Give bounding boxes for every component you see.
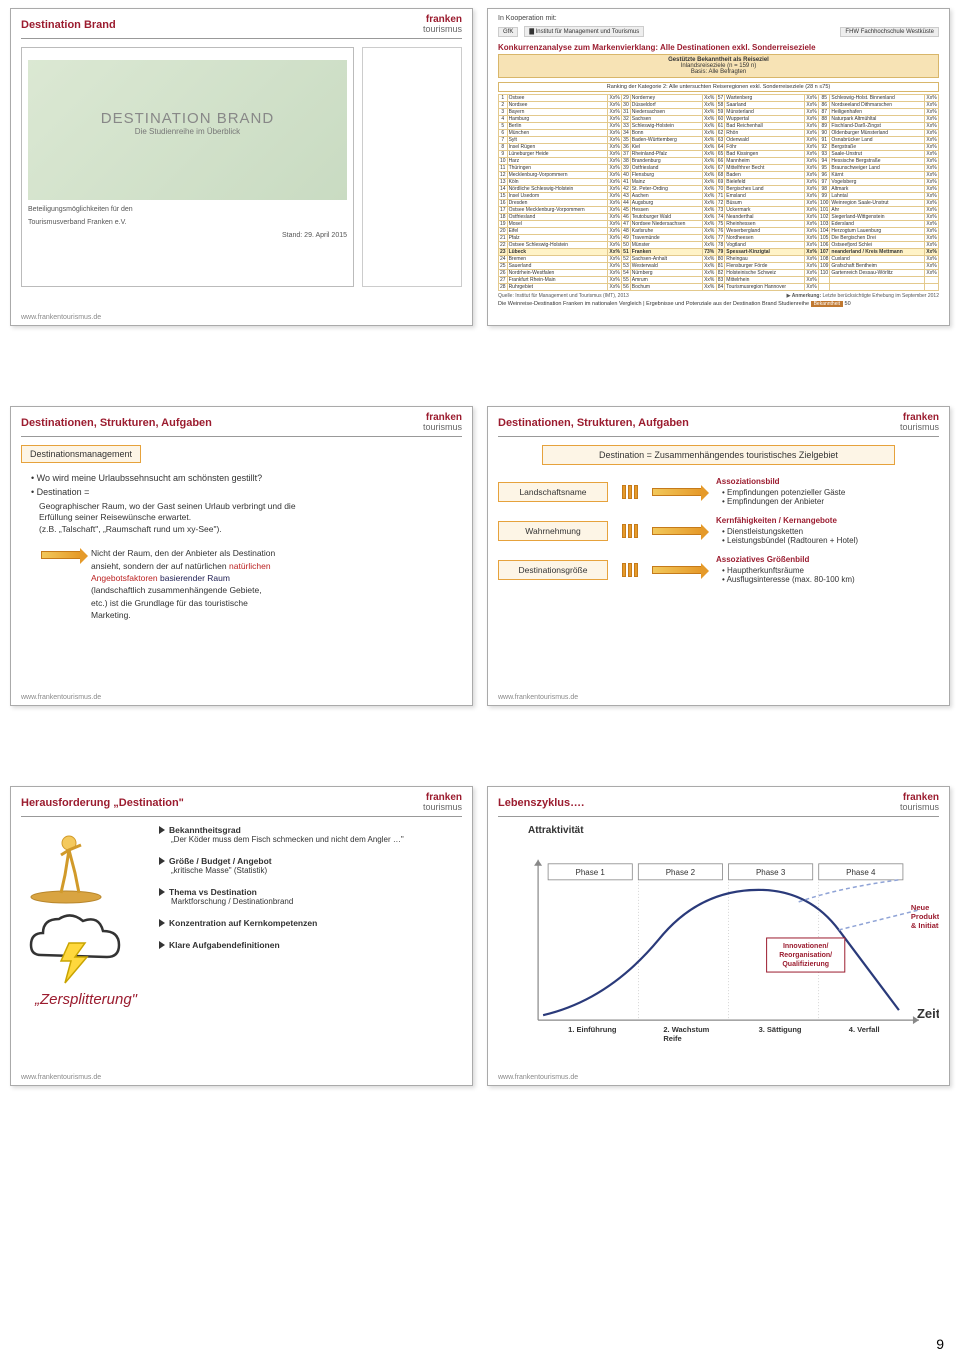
- svg-text:Qualifizierung: Qualifizierung: [782, 961, 829, 968]
- svg-text:Zeit: Zeit: [917, 1006, 939, 1021]
- yellow-header: Gestützte Bekanntheit als Reiseziel Inla…: [498, 54, 939, 78]
- svg-text:Phase 1: Phase 1: [576, 868, 606, 877]
- lifecycle-chart: Phase 1 Phase 2 Phase 3 Phase 4 Innovationen…: [498, 840, 939, 1060]
- s5-item: Konzentration auf Kernkompetenzen: [159, 918, 462, 928]
- slide1-title: Destination Brand: [21, 19, 116, 31]
- svg-text:1. Einführung: 1. Einführung: [568, 1025, 617, 1034]
- coop-label: In Kooperation mit:: [498, 15, 939, 22]
- pause-icon: [622, 563, 638, 577]
- caption-line2: Tourismusverband Franken e.V.: [28, 219, 347, 226]
- dest-label: • Destination =: [31, 487, 462, 497]
- s5-item: Thema vs DestinationMarktforschung / Des…: [159, 887, 462, 906]
- storm-cloud-icon: [21, 905, 131, 985]
- caption-line1: Beteiligungsmöglichkeiten für den: [28, 206, 347, 213]
- side-column: [362, 47, 462, 287]
- slide-lebenszyklus: Lebenszyklus…. frankentourismus Attrakti…: [487, 786, 950, 1086]
- y-axis-label: Attraktivität: [528, 825, 939, 836]
- page-number: 9: [936, 1336, 944, 1352]
- svg-text:Phase 4: Phase 4: [846, 868, 876, 877]
- arrow-icon: [652, 488, 702, 496]
- svg-text:3. Sättigung: 3. Sättigung: [759, 1025, 802, 1034]
- arrow-icon: [41, 551, 81, 559]
- svg-text:2. Wachstum: 2. Wachstum: [663, 1025, 709, 1034]
- bottom-note: Die Weinreise-Destination Franken im nat…: [498, 301, 939, 307]
- slide-herausforderung: Herausforderung „Destination" frankentou…: [10, 786, 473, 1086]
- slide-destinationen-2: Destinationen, Strukturen, Aufgaben fran…: [487, 406, 950, 706]
- top-callout: Destination = Zusammenhängendes touristi…: [542, 445, 895, 465]
- ranking-table: 1OstseeXx%29NorderneyXx%57WartenbergXx%8…: [498, 94, 939, 291]
- franken-logo: frankentourismus: [900, 793, 939, 812]
- callout-destmgmt: Destinationsmanagement: [21, 445, 141, 463]
- footer-url: www.frankentourismus.de: [21, 314, 101, 321]
- s4-box: Destinationsgröße: [498, 560, 608, 580]
- slide-destinationen-1: Destinationen, Strukturen, Aufgaben fran…: [10, 406, 473, 706]
- footer-url: www.frankentourismus.de: [21, 694, 101, 701]
- franken-logo: frankentourismus: [423, 793, 462, 812]
- balancing-figure-icon: [21, 825, 111, 905]
- germany-map: DESTINATION BRAND Die Studienreihe im Üb…: [28, 60, 347, 200]
- s4-box: Wahrnehmung: [498, 521, 608, 541]
- s5-item: Bekanntheitsgrad„Der Köder muss dem Fisc…: [159, 825, 462, 844]
- svg-text:Produkte: Produkte: [911, 912, 939, 921]
- arrow-icon: [652, 527, 702, 535]
- slide4-title: Destinationen, Strukturen, Aufgaben: [498, 417, 689, 429]
- svg-text:& Initiativen: & Initiativen: [911, 921, 939, 930]
- destination-brand-card: DESTINATION BRAND Die Studienreihe im Üb…: [21, 47, 354, 287]
- slide3-title: Destinationen, Strukturen, Aufgaben: [21, 417, 212, 429]
- pause-icon: [622, 485, 638, 499]
- pause-icon: [622, 524, 638, 538]
- svg-text:Reife: Reife: [663, 1034, 681, 1043]
- s4-box: Landschaftsname: [498, 482, 608, 502]
- footer-url: www.frankentourismus.de: [498, 694, 578, 701]
- rank-header: Ranking der Kategorie 2: Alle untersucht…: [498, 82, 939, 92]
- arrow-quote: Nicht der Raum, den der Anbieter als Des…: [41, 547, 462, 621]
- source-line: Quelle: Institut für Management und Tour…: [498, 293, 939, 299]
- slide6-title: Lebenszyklus….: [498, 797, 584, 809]
- slide-konkurrenzanalyse: In Kooperation mit: GfK ▇ Institut für M…: [487, 8, 950, 326]
- svg-text:Reorganisation/: Reorganisation/: [779, 952, 832, 959]
- zersplitterung-label: „Zersplitterung": [21, 991, 151, 1008]
- svg-text:Phase 2: Phase 2: [666, 868, 696, 877]
- franken-logo: frankentourismus: [423, 413, 462, 432]
- franken-logo: frankentourismus: [423, 15, 462, 34]
- slide-destination-brand: Destination Brand frankentourismus DESTI…: [10, 8, 473, 326]
- svg-text:Phase 3: Phase 3: [756, 868, 786, 877]
- partner-logos: GfK ▇ Institut für Management und Touris…: [498, 26, 939, 37]
- footer-url: www.frankentourismus.de: [21, 1074, 101, 1081]
- date: Stand: 29. April 2015: [28, 232, 347, 239]
- franken-logo: frankentourismus: [900, 413, 939, 432]
- svg-text:4. Verfall: 4. Verfall: [849, 1025, 880, 1034]
- s5-item: Größe / Budget / Angebot„kritische Masse…: [159, 856, 462, 875]
- arrow-icon: [652, 566, 702, 574]
- question-bullet: • Wo wird meine Urlaubssehnsucht am schö…: [31, 473, 462, 483]
- svg-text:Neue: Neue: [911, 903, 929, 912]
- footer-url: www.frankentourismus.de: [498, 1074, 578, 1081]
- konkurrenz-title: Konkurrenzanalyse zum Markenvierklang: A…: [498, 43, 939, 52]
- s5-item: Klare Aufgabendefinitionen: [159, 940, 462, 950]
- svg-text:Innovationen/: Innovationen/: [783, 943, 829, 950]
- slide5-title: Herausforderung „Destination": [21, 797, 184, 809]
